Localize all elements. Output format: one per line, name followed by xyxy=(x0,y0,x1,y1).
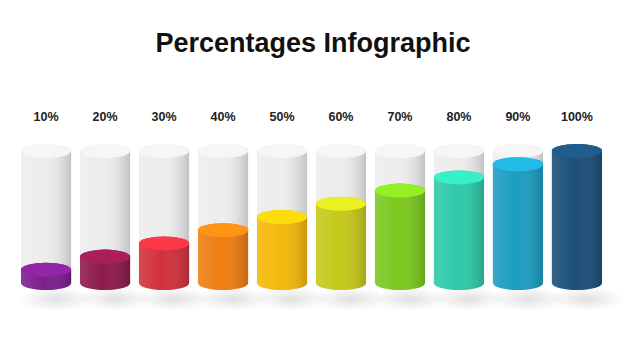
track-top xyxy=(198,144,248,158)
bar-top xyxy=(198,223,248,237)
bar-shade xyxy=(316,197,366,290)
track-top xyxy=(552,144,602,158)
bar xyxy=(493,157,543,290)
data-label: 20% xyxy=(93,110,118,124)
track-shade xyxy=(257,144,307,290)
track-top xyxy=(257,144,307,158)
bar xyxy=(139,236,189,290)
bar xyxy=(434,170,484,290)
bar-top xyxy=(434,170,484,184)
bar-top xyxy=(493,157,543,171)
track xyxy=(316,144,366,290)
track-shade xyxy=(552,144,602,290)
track xyxy=(21,144,71,290)
bar-shade xyxy=(198,223,248,290)
track-top xyxy=(80,144,130,158)
track-shade xyxy=(493,144,543,290)
track-top xyxy=(375,144,425,158)
data-label: 40% xyxy=(211,110,236,124)
bar xyxy=(375,184,425,290)
track-top xyxy=(139,144,189,158)
track-shade xyxy=(80,144,130,290)
bar-top xyxy=(80,250,130,264)
track-shade xyxy=(375,144,425,290)
data-labels: 10% 20% 30% 40% 50% 60% 70% 80% 90% 100% xyxy=(34,110,593,124)
data-label: 10% xyxy=(34,110,59,124)
track xyxy=(139,144,189,290)
track-shade xyxy=(139,144,189,290)
bar-top xyxy=(21,263,71,277)
bars xyxy=(21,144,602,290)
data-label: 100% xyxy=(561,110,593,124)
track xyxy=(257,144,307,290)
shadow xyxy=(549,287,624,311)
bar-top xyxy=(257,210,307,224)
track xyxy=(493,144,543,290)
bar-top xyxy=(139,236,189,250)
track-shade xyxy=(316,144,366,290)
bar-top xyxy=(316,197,366,211)
bar xyxy=(257,210,307,290)
track-top xyxy=(434,144,484,158)
bar-shade xyxy=(552,144,602,290)
bar-shade xyxy=(257,210,307,290)
bar-shade xyxy=(80,250,130,290)
bar-shade xyxy=(434,170,484,290)
track xyxy=(80,144,130,290)
bar xyxy=(198,223,248,290)
title: Percentages Infographic xyxy=(155,28,470,58)
track-shade xyxy=(21,144,71,290)
bar xyxy=(316,197,366,290)
track-top xyxy=(493,144,543,158)
data-label: 90% xyxy=(505,110,530,124)
bar-top xyxy=(375,184,425,198)
data-label: 70% xyxy=(387,110,412,124)
bar-shade xyxy=(493,157,543,290)
track xyxy=(552,144,602,290)
track xyxy=(198,144,248,290)
track xyxy=(434,144,484,290)
bar-shade xyxy=(21,263,71,290)
track-shade xyxy=(434,144,484,290)
bar-top xyxy=(552,144,602,158)
bar xyxy=(21,263,71,290)
bar xyxy=(552,144,602,290)
data-label: 80% xyxy=(446,110,471,124)
data-label: 60% xyxy=(328,110,353,124)
track-shade xyxy=(198,144,248,290)
track-top xyxy=(21,144,71,158)
bar-shade xyxy=(139,236,189,290)
chart: Percentages Infographic 10% 20% 30% 40% 50% 60… xyxy=(0,0,626,352)
track-top xyxy=(316,144,366,158)
data-label: 30% xyxy=(152,110,177,124)
bar-shade xyxy=(375,184,425,290)
bar xyxy=(80,250,130,290)
data-label: 50% xyxy=(269,110,294,124)
track xyxy=(375,144,425,290)
tracks xyxy=(18,144,624,311)
